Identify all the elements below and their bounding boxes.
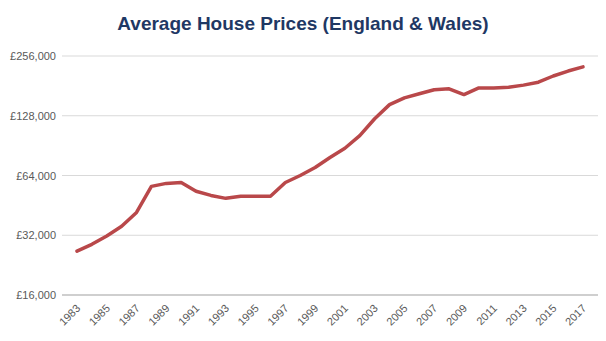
x-tick-label: 2013	[503, 302, 529, 328]
chart: Average House Prices (England & Wales) £1…	[0, 0, 606, 341]
price-line	[77, 67, 583, 251]
x-axis-line	[62, 295, 598, 296]
x-tick-label: 1985	[86, 302, 112, 328]
x-tick-label: 2003	[354, 302, 380, 328]
x-tick-label: 1995	[235, 302, 261, 328]
grid-line	[62, 56, 598, 57]
y-tick-label: £128,000	[10, 110, 56, 122]
title: Average House Prices (England & Wales)	[117, 13, 488, 34]
x-tick-label: 1993	[205, 302, 231, 328]
x-tick-label: 2001	[324, 302, 350, 328]
x-tick-label: 2007	[414, 302, 440, 328]
grid-line	[62, 295, 598, 296]
y-tick-label: £16,000	[16, 289, 56, 301]
y-tick-label: £32,000	[16, 229, 56, 241]
x-tick-label: 2015	[533, 302, 559, 328]
x-tick-label: 1999	[295, 302, 321, 328]
plot-area	[77, 67, 583, 251]
x-tick-label: 2009	[444, 302, 470, 328]
grid-line	[62, 235, 598, 236]
x-tick-label: 2005	[384, 302, 410, 328]
x-tick-label: 1987	[116, 302, 142, 328]
grid-line	[62, 175, 598, 176]
background	[0, 0, 606, 341]
x-tick-label: 2017	[563, 302, 589, 328]
grid	[62, 56, 598, 295]
y-tick-label: £256,000	[10, 50, 56, 62]
x-tick-label: 1991	[176, 302, 202, 328]
y-tick-label: £64,000	[16, 170, 56, 182]
grid-line	[62, 115, 598, 116]
x-tick-label: 1983	[57, 302, 83, 328]
x-tick-label: 1989	[146, 302, 172, 328]
x-tick-label: 1997	[265, 302, 291, 328]
x-tick-label: 2011	[474, 302, 499, 327]
